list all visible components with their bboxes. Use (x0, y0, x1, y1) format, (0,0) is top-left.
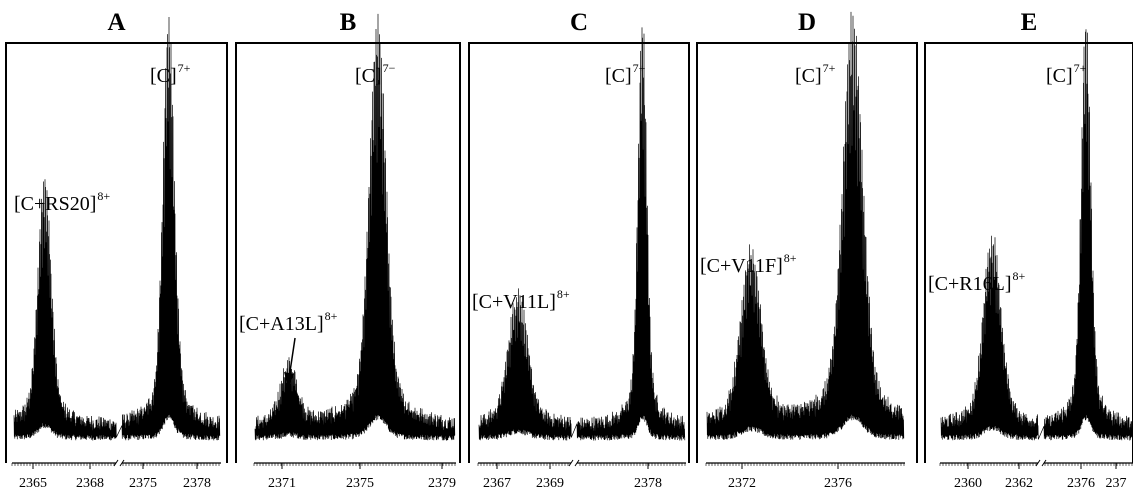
x-tick-label: 2379 (428, 476, 456, 491)
x-tick-label: 2376 (1067, 476, 1095, 491)
pointer-arrow (288, 337, 296, 379)
panel-title: C (570, 9, 588, 36)
x-tick-label: 2375 (346, 476, 374, 491)
charge-state-label: 7− (383, 61, 396, 75)
x-tick-label: 2365 (19, 476, 47, 491)
spectrum-trace (478, 27, 686, 441)
peak-label: [C+RS20] (14, 193, 96, 215)
panel-frame (5, 42, 228, 463)
panel-frame (235, 42, 461, 463)
peak-label: [C+V11L] (472, 291, 556, 313)
peak-label: [C+V11F] (700, 255, 783, 277)
axis-break-mark (113, 459, 125, 467)
charge-state-label: 7+ (1074, 61, 1087, 75)
x-tick-label: 2378 (634, 476, 662, 491)
x-tick-label: 2362 (1005, 476, 1033, 491)
spectrum-panel-e: E 2360 2362 2376 237 [C+R16L] 8+ [C] 7+ (924, 9, 1133, 491)
x-tick-label: 2360 (954, 476, 982, 491)
x-tick-label: 2378 (183, 476, 211, 491)
axis-break-mark (1035, 459, 1047, 467)
peak-label: [C+R16L] (928, 273, 1012, 295)
charge-state-label: 8+ (325, 309, 338, 323)
x-tick-label: 2369 (536, 476, 564, 491)
x-tick-label: 2368 (76, 476, 104, 491)
panel-frame (924, 42, 1133, 463)
spectrum-panel-b: B 2371 2375 2379 [C+A13L] 8+ [C] 7− (235, 9, 461, 491)
charge-state-label: 7+ (633, 61, 646, 75)
peak-label: [C] (355, 65, 382, 87)
panel-title: B (340, 9, 357, 36)
charge-state-label: 8+ (97, 189, 110, 203)
panel-frame (696, 42, 918, 463)
spectrum-panel-d: D 2372 2376 [C+V11F] 8+ [C] 7+ (696, 9, 918, 491)
charge-state-label: 7+ (178, 61, 191, 75)
charge-state-label: 7+ (823, 61, 836, 75)
charge-state-label: 8+ (1013, 269, 1026, 283)
charge-state-label: 8+ (557, 287, 570, 301)
peak-label: [C] (605, 65, 632, 87)
axis-break-mark (568, 459, 580, 467)
spectrum-trace (13, 16, 221, 441)
peak-label: [C] (150, 65, 177, 87)
panel-title: D (798, 9, 816, 36)
panel-title: A (107, 9, 125, 36)
x-tick-label: 2376 (824, 476, 852, 491)
spectrum-trace (254, 13, 456, 441)
peak-label: [C] (795, 65, 822, 87)
spectrum-trace (940, 29, 1133, 441)
peak-label: [C] (1046, 65, 1073, 87)
panel-title: E (1021, 9, 1038, 36)
x-tick-label: 2375 (129, 476, 157, 491)
panel-frame (468, 42, 690, 463)
x-tick-label: 2367 (483, 476, 511, 491)
x-tick-label: 2371 (268, 476, 296, 491)
pointer-arrow-head (284, 372, 295, 388)
peak-label: [C+A13L] (239, 313, 324, 335)
spectrum-panel-c: C 2367 2369 2378 [C+V11L] 8+ [C] 7+ (468, 9, 690, 491)
charge-state-label: 8+ (784, 251, 797, 265)
x-tick-label: 237 (1106, 476, 1127, 491)
spectrum-trace (706, 11, 905, 441)
x-tick-label: 2372 (728, 476, 756, 491)
spectrum-panel-a: A 2365 2368 2375 2378 [C+RS20] 8+ [C] 7+ (5, 9, 228, 491)
